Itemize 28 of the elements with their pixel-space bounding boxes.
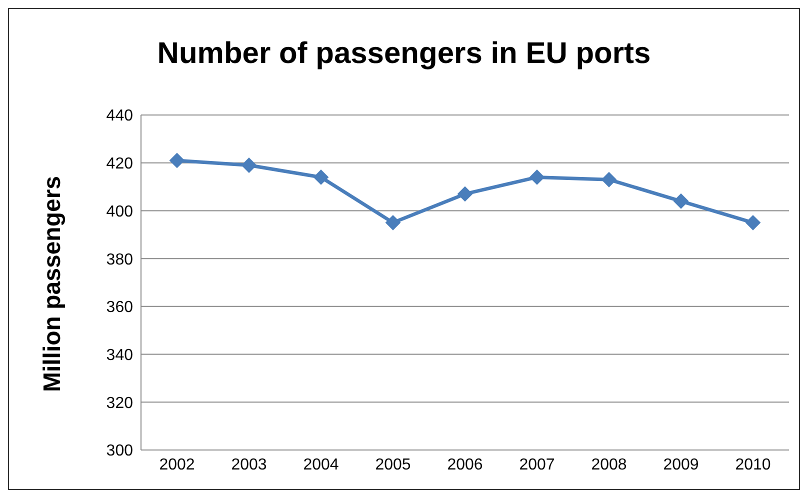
x-tick-label: 2002	[159, 456, 195, 474]
point	[242, 158, 256, 173]
y-tick-label: 420	[106, 156, 134, 173]
x-tick-label: 2004	[303, 456, 339, 474]
chart-title: Number of passengers in EU ports	[156, 37, 652, 71]
x-tick-label: 2010	[735, 456, 771, 474]
point	[674, 194, 688, 209]
point	[170, 152, 184, 168]
point	[386, 215, 400, 230]
y-tick-label: 360	[106, 299, 134, 316]
x-tick-label: 2009	[663, 456, 699, 474]
y-tick-label: 320	[106, 394, 134, 412]
y-axis-title: Million passengers	[39, 176, 67, 392]
x-tick-label: 2008	[591, 456, 627, 474]
y-tick-label: 440	[106, 108, 134, 125]
point	[530, 170, 544, 185]
point	[458, 186, 472, 202]
x-tick-label: 2007	[519, 456, 555, 474]
x-tick-label: 2006	[447, 456, 483, 474]
y-tick-label: 400	[106, 203, 134, 220]
y-tick-label: 300	[106, 442, 134, 460]
point	[746, 215, 760, 230]
x-tick-label: 2005	[375, 456, 411, 474]
y-tick-label: 340	[106, 346, 134, 364]
point	[602, 172, 616, 188]
y-tick-label: 380	[106, 251, 134, 268]
x-tick-label: 2003	[231, 456, 267, 474]
point	[314, 170, 328, 185]
